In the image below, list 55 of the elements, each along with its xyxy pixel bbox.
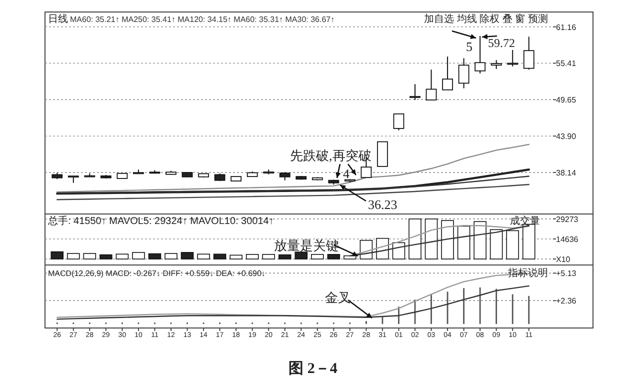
bar bbox=[213, 254, 226, 260]
bar bbox=[457, 226, 470, 260]
line-series bbox=[56, 184, 530, 200]
y-tick-label: X10 bbox=[556, 255, 571, 264]
line-series bbox=[56, 285, 530, 320]
bar bbox=[197, 254, 210, 260]
caption: 图 2－4 bbox=[288, 361, 338, 377]
y-tick-label: 14636 bbox=[556, 234, 579, 244]
bar bbox=[294, 252, 308, 260]
annotation: 4 bbox=[343, 166, 350, 181]
bar bbox=[100, 254, 112, 260]
annotation: MACD(12,26,9) MACD: -0.267↓ DIFF: +0.559↓ DEA: +0.690↓ bbox=[48, 269, 266, 278]
bar bbox=[50, 251, 64, 260]
bar bbox=[441, 220, 454, 260]
bar bbox=[67, 253, 80, 260]
bar bbox=[278, 254, 292, 260]
bar bbox=[164, 253, 178, 260]
annotation: 指标说明 bbox=[507, 267, 548, 279]
bar bbox=[474, 221, 486, 260]
bar bbox=[116, 254, 129, 260]
y-tick-label: 43.90 bbox=[556, 132, 577, 142]
bar bbox=[311, 254, 324, 260]
bar bbox=[490, 229, 503, 260]
bar bbox=[148, 253, 162, 260]
line-series bbox=[349, 225, 530, 256]
annotation: 5 bbox=[466, 39, 472, 54]
annotation: MA60: 35.21↑ MA250: 35.41↑ MA120: 34.15↑ MA60: 35.31↑ MA30: 36.67↑ bbox=[70, 15, 335, 24]
y-tick-label: 49.65 bbox=[556, 96, 577, 105]
y-tick-label: 55.41 bbox=[556, 59, 577, 68]
y-tick-label: +5.13 bbox=[556, 269, 577, 278]
bar bbox=[344, 255, 356, 260]
y-tick-label: +2.36 bbox=[556, 296, 577, 306]
y-tick-label: 29273 bbox=[556, 214, 579, 224]
bar bbox=[180, 252, 194, 260]
bar bbox=[83, 253, 96, 260]
bar bbox=[246, 254, 259, 260]
bar bbox=[522, 224, 536, 260]
bar bbox=[262, 254, 275, 260]
annotation: 金叉 bbox=[325, 290, 351, 305]
y-tick-label: 38.14 bbox=[556, 168, 577, 178]
bar bbox=[230, 254, 242, 260]
annotation: 59.72 bbox=[488, 36, 515, 50]
y-tick-label: 61.16 bbox=[556, 22, 577, 32]
bar bbox=[132, 252, 145, 260]
line-series bbox=[56, 168, 530, 195]
annotation: 日线 bbox=[48, 13, 68, 25]
annotation: 总手: 41550↑ MAVOL5: 29324↑ MAVOL10: 30014↑ bbox=[47, 215, 274, 227]
bar bbox=[424, 218, 438, 260]
bar bbox=[327, 254, 340, 260]
annotation: 放量是关键 bbox=[274, 238, 339, 253]
annotation: 先跌破,再突破 bbox=[290, 148, 372, 163]
annotation: 36.23 bbox=[368, 197, 398, 212]
bar bbox=[408, 218, 422, 260]
bar bbox=[506, 230, 519, 260]
annotation: 加自选 均线 除权 叠 窗 预测 bbox=[424, 13, 548, 25]
